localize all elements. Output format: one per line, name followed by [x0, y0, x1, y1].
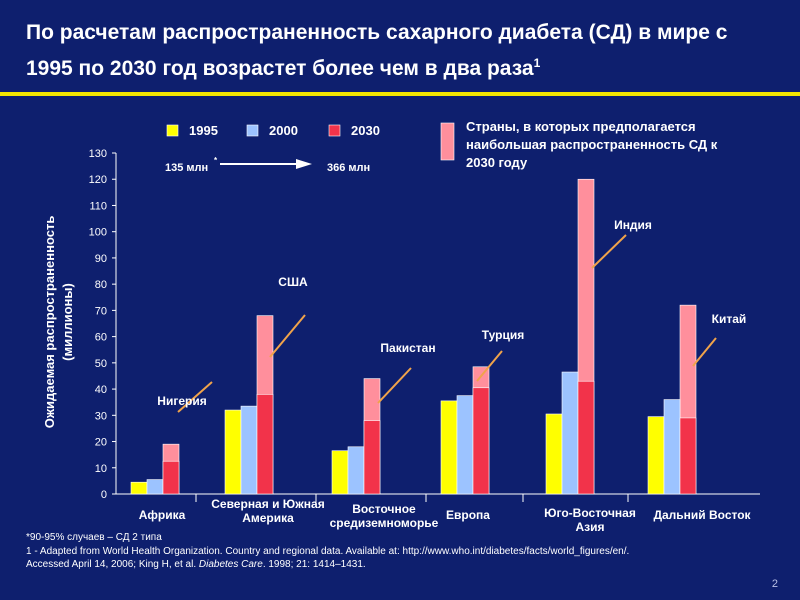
bar-2030	[162, 460, 180, 495]
legend-swatch-2000	[246, 124, 259, 137]
footnote-3-pre: Accessed April 14, 2006; King H, et al.	[26, 559, 199, 570]
bar-2030	[256, 394, 274, 495]
x-category-label: Европа	[446, 508, 490, 522]
footnote-3-journal: Diabetes Care	[198, 559, 263, 570]
legend-swatch-1995	[166, 124, 179, 137]
title-footnote-marker: 1	[533, 56, 541, 70]
y-tick-label: 90	[95, 253, 107, 265]
x-category-label: Азия	[575, 520, 604, 534]
legend-swatch-highlight	[440, 122, 455, 161]
title-underline	[0, 92, 800, 96]
arrow-from-label: 135 млн	[165, 162, 208, 174]
country-leader-line	[476, 350, 503, 382]
legend-label-2030: 2030	[351, 123, 380, 138]
bar-2000	[663, 399, 681, 495]
bar-2030	[363, 420, 381, 495]
y-tick-label: 20	[95, 437, 107, 449]
country-leader-line	[591, 234, 627, 269]
country-label: США	[278, 275, 308, 289]
x-category-label: средиземноморье	[330, 516, 439, 530]
y-tick-label: 100	[89, 227, 107, 239]
y-tick-label: 40	[95, 384, 107, 396]
country-leader-line	[269, 314, 306, 358]
footnotes: *90-95% случаев – СД 2 типа 1 - Adapted …	[26, 531, 786, 572]
title-line-1: По расчетам распространенность сахарного…	[26, 21, 728, 44]
bar-1995	[440, 400, 458, 495]
legend-highlight-label: наибольшая распространенность СД к	[466, 137, 718, 152]
country-label: Нигерия	[157, 394, 206, 408]
y-tick-label: 130	[89, 148, 107, 160]
arrow-from-asterisk: *	[214, 156, 218, 165]
country-label: Индия	[614, 218, 652, 232]
footnote-1: *90-95% случаев – СД 2 типа	[26, 532, 162, 543]
footnote-2: 1 - Adapted from World Health Organizati…	[26, 545, 630, 557]
x-category-label: Америка	[242, 511, 294, 525]
y-tick-label: 10	[95, 463, 107, 475]
bar-1995	[545, 413, 563, 495]
y-tick-label: 80	[95, 279, 107, 291]
bar-1995	[130, 481, 148, 495]
bar-2000	[561, 371, 579, 495]
x-category-label: Африка	[139, 508, 186, 522]
country-label: Турция	[482, 328, 524, 342]
country-leader-line	[692, 337, 717, 367]
y-tick-label: 60	[95, 332, 107, 344]
x-category-label: Юго-Восточная	[544, 506, 636, 520]
bar-2030	[679, 417, 697, 495]
bar-2030	[577, 380, 595, 495]
bar-2030	[472, 387, 490, 495]
legend-label-1995: 1995	[189, 123, 218, 138]
y-axis-title-units: (миллионы)	[60, 283, 75, 361]
y-axis-title: Ожидаемая распространенность	[42, 216, 57, 429]
bar-1995	[647, 416, 665, 495]
legend-label-2000: 2000	[269, 123, 298, 138]
footnote-3-post: . 1998; 21: 1414–1431.	[262, 559, 366, 570]
y-tick-label: 70	[95, 305, 107, 317]
footnote-3: Accessed April 14, 2006; King H, et al. …	[26, 558, 786, 572]
page-number: 2	[771, 578, 778, 590]
bar-2000	[347, 446, 365, 495]
x-category-label: Восточное	[352, 502, 416, 516]
y-tick-label: 30	[95, 410, 107, 422]
slide-title: По расчетам распространенность сахарного…	[26, 18, 786, 84]
arrow-to-label: 366 млн	[327, 162, 370, 174]
country-label: Пакистан	[380, 341, 435, 355]
bar-2000	[146, 479, 164, 495]
x-category-label: Северная и Южная	[211, 497, 324, 511]
y-tick-label: 0	[101, 489, 107, 501]
country-leader-line	[377, 367, 412, 404]
legend-swatch-2030	[328, 124, 341, 137]
title-line-2: 1995 по 2030 год возрастет более чем в д…	[26, 57, 534, 80]
arrow-head	[296, 159, 312, 169]
bar-2000	[240, 405, 258, 495]
country-label: Китай	[712, 312, 747, 326]
bar-1995	[224, 409, 242, 495]
x-category-label: Дальний Восток	[653, 508, 751, 522]
y-tick-label: 110	[89, 200, 107, 212]
y-tick-label: 50	[95, 358, 107, 370]
legend-highlight-label: 2030 году	[466, 155, 528, 170]
country-leader-line	[177, 381, 213, 413]
y-tick-label: 120	[89, 174, 107, 186]
bar-1995	[331, 450, 349, 495]
legend-highlight-label: Страны, в которых предполагается	[466, 119, 696, 134]
bar-2000	[456, 395, 474, 495]
